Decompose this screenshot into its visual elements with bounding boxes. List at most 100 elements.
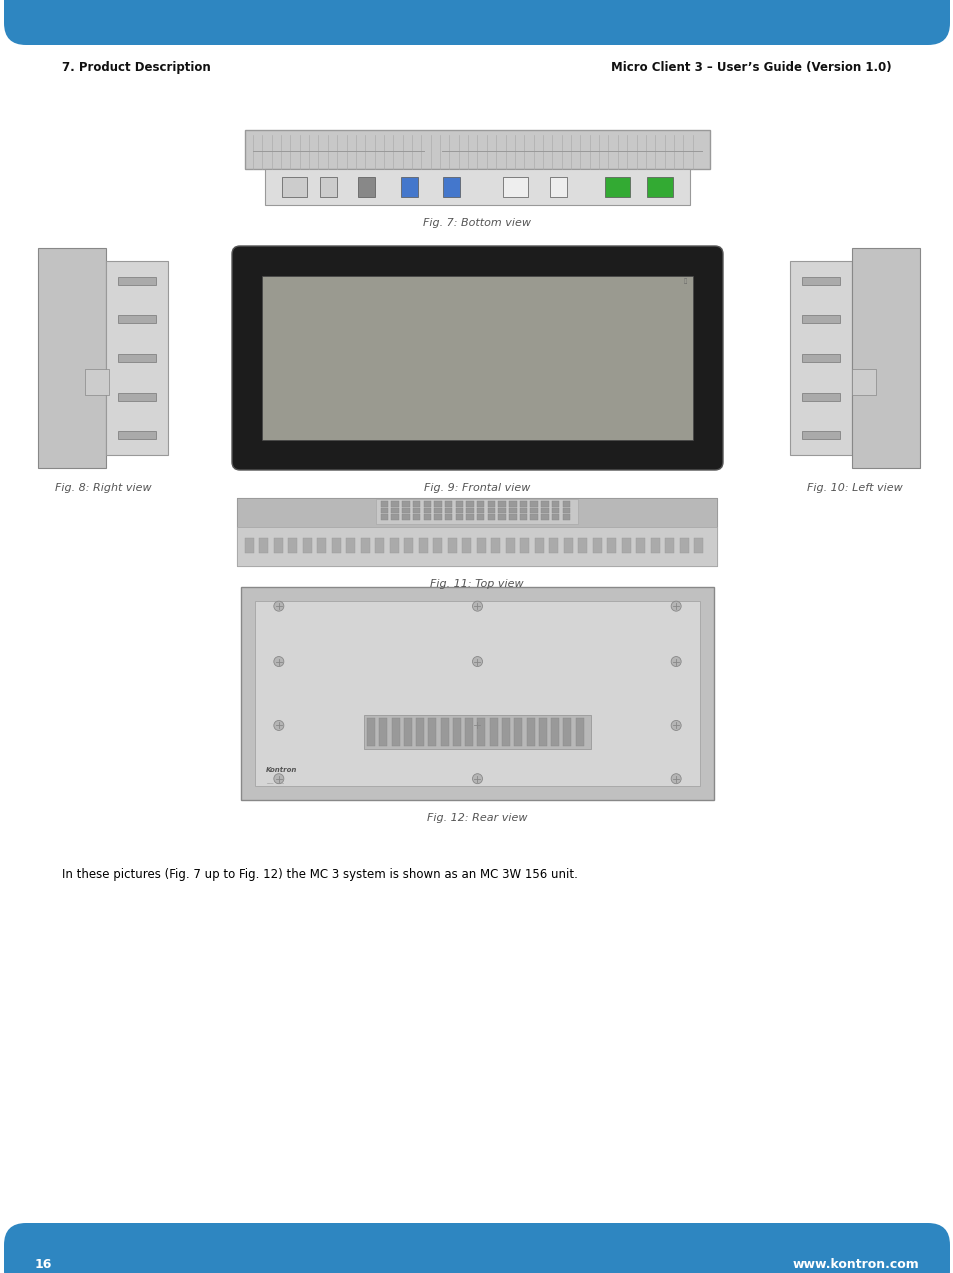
Bar [418, 537, 427, 554]
Text: www.kontron.com: www.kontron.com [791, 1258, 918, 1270]
Bar [332, 537, 340, 554]
Bar [236, 498, 717, 566]
Bar [551, 718, 558, 746]
Bar [519, 502, 527, 507]
Bar [497, 502, 505, 507]
Circle shape [472, 774, 482, 784]
Bar [245, 130, 709, 169]
Bar [38, 248, 106, 468]
Bar [118, 354, 155, 362]
Bar [852, 369, 875, 396]
Bar [636, 537, 644, 554]
Text: ___  ___: ___ ___ [266, 778, 284, 783]
Bar [380, 514, 388, 519]
Bar [578, 537, 587, 554]
Bar [476, 508, 484, 513]
Bar [476, 514, 484, 519]
Bar [476, 537, 485, 554]
Bar [416, 718, 424, 746]
Bar [549, 537, 558, 554]
Bar [448, 537, 456, 554]
Bar [487, 514, 495, 519]
Bar [433, 537, 442, 554]
Bar [514, 718, 522, 746]
Bar [562, 514, 570, 519]
Bar [364, 715, 591, 749]
Bar [489, 718, 497, 746]
Bar [789, 261, 852, 454]
Text: Ⓚ: Ⓚ [683, 279, 686, 284]
Bar [413, 508, 420, 513]
Bar [535, 537, 543, 554]
Bar [593, 537, 601, 554]
Bar [85, 369, 109, 396]
Bar [477, 718, 485, 746]
Bar [576, 718, 583, 746]
Bar [519, 508, 527, 513]
Bar [317, 537, 326, 554]
Bar [621, 537, 630, 554]
Bar [540, 514, 548, 519]
Bar [551, 514, 558, 519]
Bar [400, 177, 417, 197]
Bar [262, 276, 692, 440]
Bar [801, 392, 839, 401]
Bar [245, 537, 253, 554]
FancyBboxPatch shape [4, 1223, 949, 1273]
Bar [390, 537, 398, 554]
Bar [530, 514, 537, 519]
Bar [497, 508, 505, 513]
Bar [801, 316, 839, 323]
Bar [236, 498, 717, 527]
Bar [466, 508, 474, 513]
Bar [607, 537, 616, 554]
Bar [650, 537, 659, 554]
Bar [241, 587, 713, 799]
Bar [444, 502, 452, 507]
Bar [551, 502, 558, 507]
Bar [852, 248, 919, 468]
Circle shape [274, 721, 284, 731]
Bar [604, 177, 630, 197]
FancyBboxPatch shape [4, 0, 949, 45]
Bar [563, 718, 571, 746]
Bar [562, 508, 570, 513]
Bar [647, 177, 672, 197]
Bar [466, 502, 474, 507]
Text: Micro Client 3 – User’s Guide (Version 1.0): Micro Client 3 – User’s Guide (Version 1… [611, 61, 891, 74]
Bar [118, 276, 155, 285]
Bar [428, 718, 436, 746]
Bar [303, 537, 312, 554]
Text: Fig. 7: Bottom view: Fig. 7: Bottom view [423, 218, 531, 228]
Bar [465, 718, 473, 746]
Text: Fig. 9: Frontal view: Fig. 9: Frontal view [424, 482, 530, 493]
Bar [402, 502, 409, 507]
Bar [801, 354, 839, 362]
Bar [391, 502, 398, 507]
Bar [391, 508, 398, 513]
Bar [391, 718, 399, 746]
Bar [453, 718, 460, 746]
Text: Fig. 10: Left view: Fig. 10: Left view [806, 482, 902, 493]
Bar [530, 502, 537, 507]
Bar [118, 432, 155, 439]
Bar [456, 514, 462, 519]
Bar [801, 432, 839, 439]
Bar [497, 514, 505, 519]
Circle shape [671, 774, 680, 784]
Bar [434, 514, 441, 519]
Bar [434, 502, 441, 507]
Bar [505, 537, 515, 554]
Bar [118, 316, 155, 323]
Bar [563, 537, 572, 554]
Bar [801, 276, 839, 285]
Bar [404, 537, 413, 554]
Bar [423, 508, 431, 513]
Circle shape [671, 601, 680, 611]
Bar [551, 508, 558, 513]
Bar [540, 502, 548, 507]
FancyBboxPatch shape [232, 246, 722, 470]
Text: 16: 16 [35, 1258, 52, 1270]
Bar [509, 514, 516, 519]
Bar [440, 718, 448, 746]
